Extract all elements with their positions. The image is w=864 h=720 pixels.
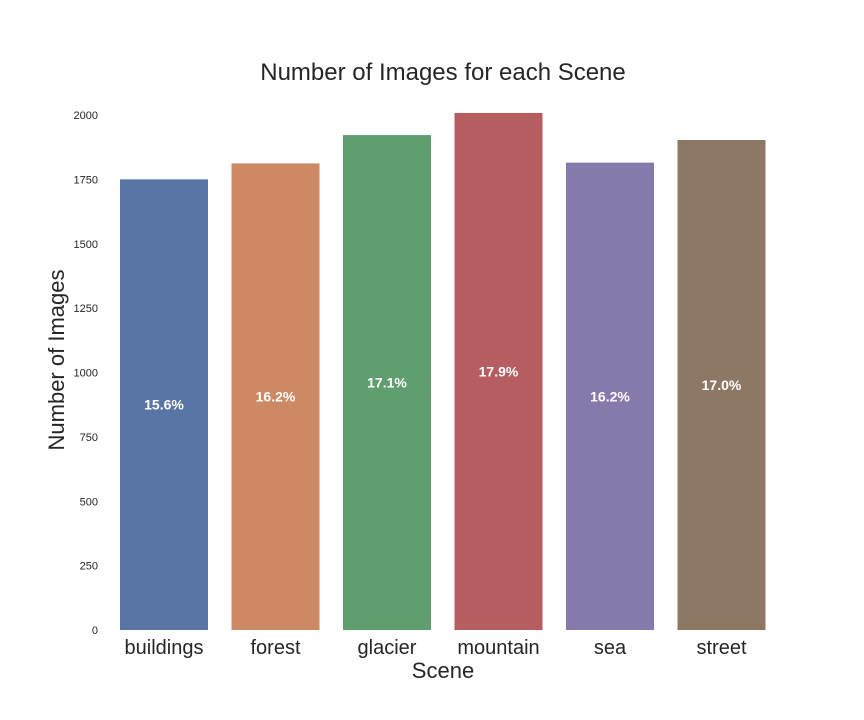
x-axis-label: Scene — [412, 658, 474, 683]
bar-glacier — [343, 135, 431, 630]
y-axis-ticks: 0 250 500 750 1000 1250 1500 1750 2000 — [74, 110, 98, 637]
bar-forest — [231, 163, 320, 630]
y-tick-label: 1250 — [74, 303, 98, 315]
x-tick-label-forest: forest — [250, 637, 300, 659]
percent-label-forest: 16.2% — [256, 389, 296, 405]
percent-label-street: 17.0% — [702, 377, 742, 393]
chart-title: Number of Images for each Scene — [260, 59, 626, 86]
y-tick-label: 1000 — [74, 368, 98, 380]
y-axis-label: Number of Images — [44, 270, 69, 451]
x-tick-label-sea: sea — [594, 637, 627, 659]
percent-label-mountain: 17.9% — [479, 363, 519, 379]
percent-labels: 15.6% 16.2% 17.1% 17.9% 16.2% 17.0% — [144, 363, 742, 412]
bar-street — [677, 139, 766, 631]
bars-group — [120, 112, 766, 631]
percent-label-glacier: 17.1% — [367, 375, 407, 391]
percent-label-sea: 16.2% — [590, 388, 630, 404]
x-tick-label-mountain: mountain — [457, 637, 539, 659]
bar-mountain — [454, 112, 543, 630]
y-tick-label: 500 — [80, 496, 98, 508]
y-tick-label: 1750 — [74, 174, 98, 186]
y-tick-label: 250 — [80, 561, 98, 573]
y-tick-label: 750 — [80, 432, 98, 444]
x-tick-label-buildings: buildings — [125, 637, 204, 659]
y-tick-label: 2000 — [74, 110, 98, 122]
percent-label-buildings: 15.6% — [144, 397, 184, 413]
x-tick-label-street: street — [696, 637, 746, 659]
y-tick-label: 0 — [92, 625, 98, 637]
x-axis-ticks: buildings forest glacier mountain sea street — [125, 637, 747, 659]
bar-buildings — [120, 179, 208, 630]
x-tick-label-glacier: glacier — [358, 637, 417, 659]
bar-sea — [566, 162, 654, 630]
y-tick-label: 1500 — [74, 239, 98, 251]
